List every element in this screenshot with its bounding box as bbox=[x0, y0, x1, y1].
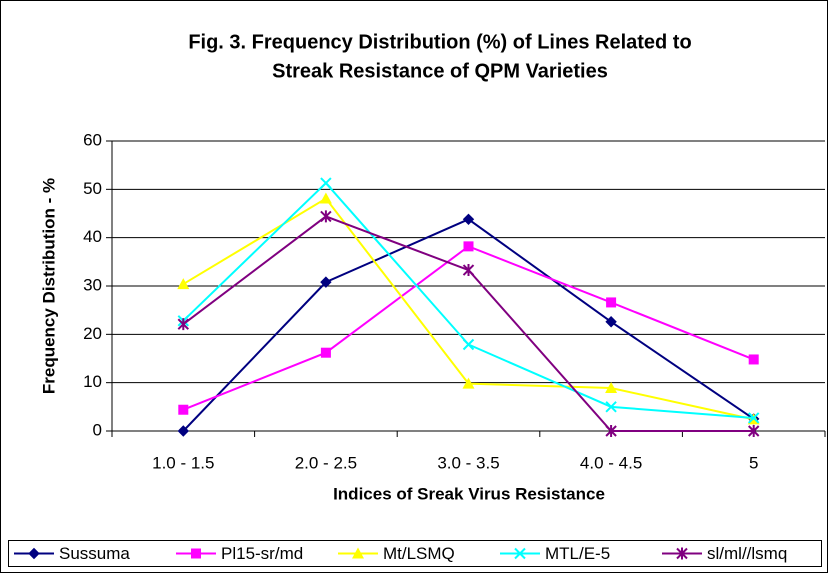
marker bbox=[191, 548, 201, 559]
legend-label: Pl15-sr/md bbox=[221, 544, 303, 563]
marker bbox=[463, 241, 474, 252]
marker bbox=[320, 210, 332, 223]
marker bbox=[178, 404, 189, 415]
marker bbox=[28, 547, 40, 560]
marker-shape bbox=[177, 425, 190, 437]
marker bbox=[514, 547, 526, 560]
legend-label: Mt/LSMQ bbox=[383, 544, 455, 563]
marker-shape bbox=[463, 241, 474, 252]
legend-label: sl/ml//lsmq bbox=[707, 544, 787, 563]
marker-shape bbox=[320, 276, 332, 288]
y-tick-label: 30 bbox=[83, 275, 102, 294]
marker bbox=[676, 547, 688, 560]
x-axis-title: Indices of Sreak Virus Resistance bbox=[333, 484, 605, 503]
marker-shape bbox=[320, 210, 332, 223]
marker bbox=[605, 401, 617, 413]
legend-label: Sussuma bbox=[59, 544, 130, 563]
chart-title: Streak Resistance of QPM Varieties bbox=[272, 60, 608, 82]
marker-shape bbox=[747, 412, 760, 424]
marker bbox=[462, 264, 475, 277]
x-tick-label: 4.0 - 4.5 bbox=[580, 453, 642, 472]
marker-shape bbox=[462, 338, 475, 351]
marker bbox=[177, 318, 190, 331]
marker bbox=[320, 347, 331, 358]
x-tick-label: 3.0 - 3.5 bbox=[437, 453, 499, 472]
marker bbox=[605, 425, 617, 437]
marker bbox=[462, 338, 475, 351]
marker-shape bbox=[462, 377, 475, 389]
marker-shape bbox=[178, 404, 189, 415]
marker bbox=[320, 177, 332, 189]
marker-shape bbox=[320, 177, 332, 189]
y-tick-label: 20 bbox=[83, 324, 102, 343]
marker bbox=[605, 316, 617, 328]
marker-shape bbox=[320, 347, 331, 358]
marker bbox=[747, 425, 760, 437]
y-tick-label: 60 bbox=[83, 130, 102, 149]
marker-shape bbox=[748, 354, 759, 365]
marker-shape bbox=[605, 316, 617, 328]
marker-shape bbox=[177, 318, 190, 331]
marker-shape bbox=[352, 547, 364, 559]
marker-shape bbox=[605, 425, 617, 437]
marker-shape bbox=[605, 401, 617, 413]
x-tick-label: 2.0 - 2.5 bbox=[295, 453, 357, 472]
y-tick-label: 10 bbox=[83, 372, 102, 391]
chart-title: Fig. 3. Frequency Distribution (%) of Li… bbox=[188, 31, 691, 53]
marker bbox=[462, 213, 475, 226]
legend-label: MTL/E-5 bbox=[545, 544, 610, 563]
marker bbox=[605, 381, 618, 393]
x-tick-label: 5 bbox=[749, 453, 758, 472]
marker bbox=[606, 297, 617, 308]
marker bbox=[320, 276, 332, 288]
marker-shape bbox=[606, 297, 617, 308]
marker-shape bbox=[676, 547, 688, 560]
marker-shape bbox=[462, 264, 475, 277]
marker-shape bbox=[514, 547, 526, 560]
y-tick-label: 40 bbox=[83, 227, 102, 246]
marker bbox=[177, 425, 190, 437]
marker-shape bbox=[462, 213, 475, 226]
y-tick-label: 0 bbox=[93, 420, 102, 439]
x-tick-label: 1.0 - 1.5 bbox=[152, 453, 214, 472]
marker-shape bbox=[605, 381, 618, 393]
marker-shape bbox=[177, 278, 190, 290]
y-axis-title: Frequency Distribution - % bbox=[39, 178, 58, 394]
marker bbox=[747, 412, 760, 424]
marker bbox=[177, 278, 190, 290]
marker bbox=[352, 547, 364, 559]
marker-shape bbox=[319, 192, 332, 204]
marker-shape bbox=[747, 425, 760, 437]
y-tick-label: 50 bbox=[83, 179, 102, 198]
marker bbox=[462, 377, 475, 389]
marker-shape bbox=[28, 547, 40, 560]
marker bbox=[319, 192, 332, 204]
marker-shape bbox=[191, 548, 201, 559]
marker bbox=[748, 354, 759, 365]
